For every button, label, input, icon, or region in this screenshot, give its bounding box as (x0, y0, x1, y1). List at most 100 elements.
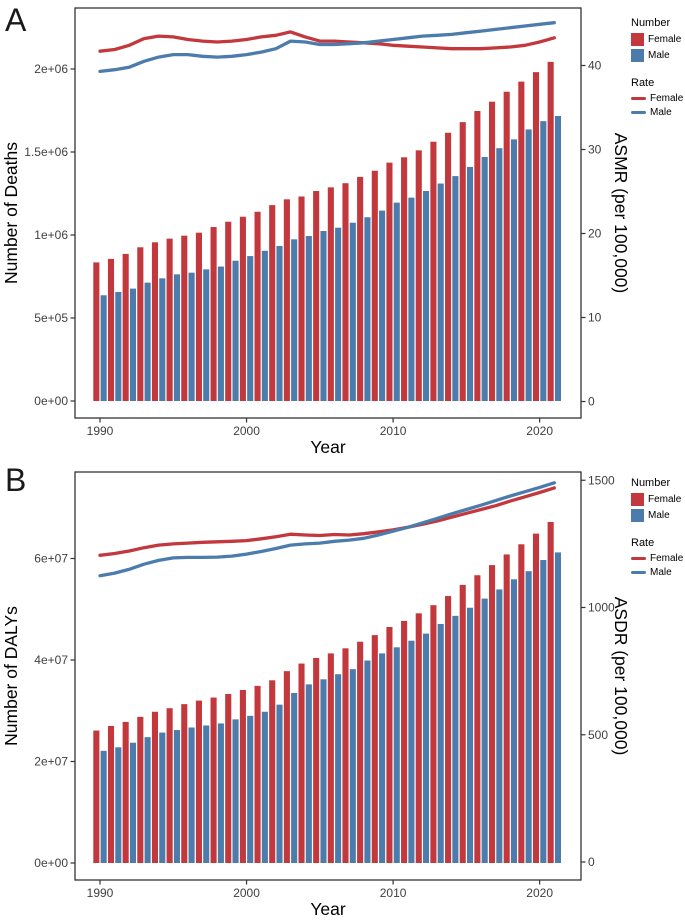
legend-rate-female: Female (631, 553, 685, 564)
x-tick-label: 2020 (526, 886, 553, 900)
male-bar (408, 197, 415, 401)
female-bar-swatch-icon (631, 33, 644, 46)
panel-b-label: B (5, 462, 27, 498)
legend-number-female: Female (631, 33, 685, 46)
female-bar (371, 170, 378, 401)
y-right-tick-label: 0 (588, 855, 595, 869)
y-right-tick-label: 0 (588, 395, 595, 409)
male-bar (466, 607, 474, 863)
female-bar (269, 680, 276, 863)
male-bar (437, 623, 444, 863)
legend-rate-title: Rate (631, 537, 655, 549)
y-right-tick-label: 10 (588, 311, 602, 325)
panel-b: 1990 2000 2010 2020 Year 0e+00 2e+07 4e+07 6e+07… (0, 460, 685, 920)
male-bar (144, 282, 151, 401)
male-bar (232, 260, 239, 401)
male-bar (349, 669, 356, 863)
female-bar (151, 242, 159, 401)
plot-border (74, 7, 582, 419)
male-bar (481, 598, 488, 863)
male-bar (261, 250, 268, 401)
female-bar (386, 627, 393, 863)
female-bar (518, 81, 525, 401)
female-bar (488, 101, 496, 402)
female-bar (181, 704, 188, 863)
female-bar (342, 183, 349, 401)
male-bar-swatch-icon (631, 49, 644, 62)
female-bar (386, 162, 393, 401)
legend-male-label: Male (648, 50, 670, 61)
male-bar (379, 653, 386, 863)
male-bar (481, 156, 488, 401)
male-bar (423, 191, 430, 401)
legend-b: Number Female Male Rate Female Male (631, 477, 685, 581)
male-bar (305, 235, 312, 401)
female-bar (445, 132, 452, 401)
male-bar (276, 245, 283, 401)
male-bar (305, 684, 312, 863)
female-bar (474, 110, 481, 402)
female-bar (225, 221, 232, 401)
rate-line-female (98, 30, 556, 53)
right-axis-title: ASDR (per 100,000) (611, 597, 631, 756)
y-left-tick-label: 5e+05 (34, 311, 68, 325)
female-bar (547, 61, 554, 401)
male-bar (159, 732, 166, 863)
male-bar (129, 288, 137, 401)
male-bar (349, 222, 356, 401)
female-bar (254, 211, 261, 401)
female-bar (137, 247, 144, 401)
rate-line-female (98, 486, 556, 557)
female-bar (415, 150, 422, 401)
male-bar (173, 730, 180, 863)
male-bar (115, 747, 122, 863)
female-bar (122, 253, 129, 401)
female-bar (547, 521, 554, 863)
chart-a-canvas: 1990 2000 2010 2020Year0e+005e+051e+061.5e+… (1, 7, 631, 457)
male-bar (437, 183, 444, 401)
male-bar (540, 560, 547, 863)
y-left-tick-label: 0e+00 (34, 856, 68, 870)
legend-rate-male: Male (631, 567, 685, 578)
y-left-tick-label: 2e+06 (34, 62, 68, 76)
male-bar (144, 737, 151, 863)
male-bar (232, 719, 239, 863)
female-bar (239, 689, 246, 863)
x-tick-label: 2010 (380, 886, 407, 900)
female-bar (327, 187, 334, 401)
male-bar (393, 647, 400, 863)
female-bar (298, 196, 305, 401)
x-axis-title: Year (310, 437, 346, 457)
male-bar (510, 579, 518, 863)
legend-rate-female-label: Female (650, 93, 684, 104)
male-bar (554, 552, 562, 863)
y-left-tick-label: 1.5e+06 (24, 145, 68, 159)
female-bar (195, 700, 202, 863)
male-bar (525, 571, 532, 863)
female-bar (269, 205, 276, 401)
male-bar (423, 633, 430, 863)
rate-line-male (98, 21, 556, 74)
female-bar (488, 565, 496, 863)
male-bar (203, 725, 210, 863)
male-bar (100, 750, 107, 863)
x-axis-title: Year (310, 899, 346, 919)
female-bar (283, 671, 290, 863)
female-bar (122, 721, 129, 863)
legend-rate-title: Rate (631, 77, 655, 89)
male-bar (291, 692, 298, 863)
male-bar (496, 148, 503, 401)
male-bar (261, 711, 268, 863)
female-line-swatch-icon (631, 96, 646, 101)
female-bar (313, 191, 320, 401)
plot-border (74, 471, 582, 881)
male-bar (364, 660, 371, 863)
female-bar (239, 216, 246, 401)
legend-rate-male-label: Male (650, 107, 672, 118)
female-bar (459, 584, 466, 863)
female-bar (313, 657, 320, 863)
legend-female-label: Female (648, 494, 682, 505)
left-axis-title: Number of DALYs (1, 606, 21, 746)
female-bar (195, 232, 202, 401)
female-bar (107, 258, 115, 401)
